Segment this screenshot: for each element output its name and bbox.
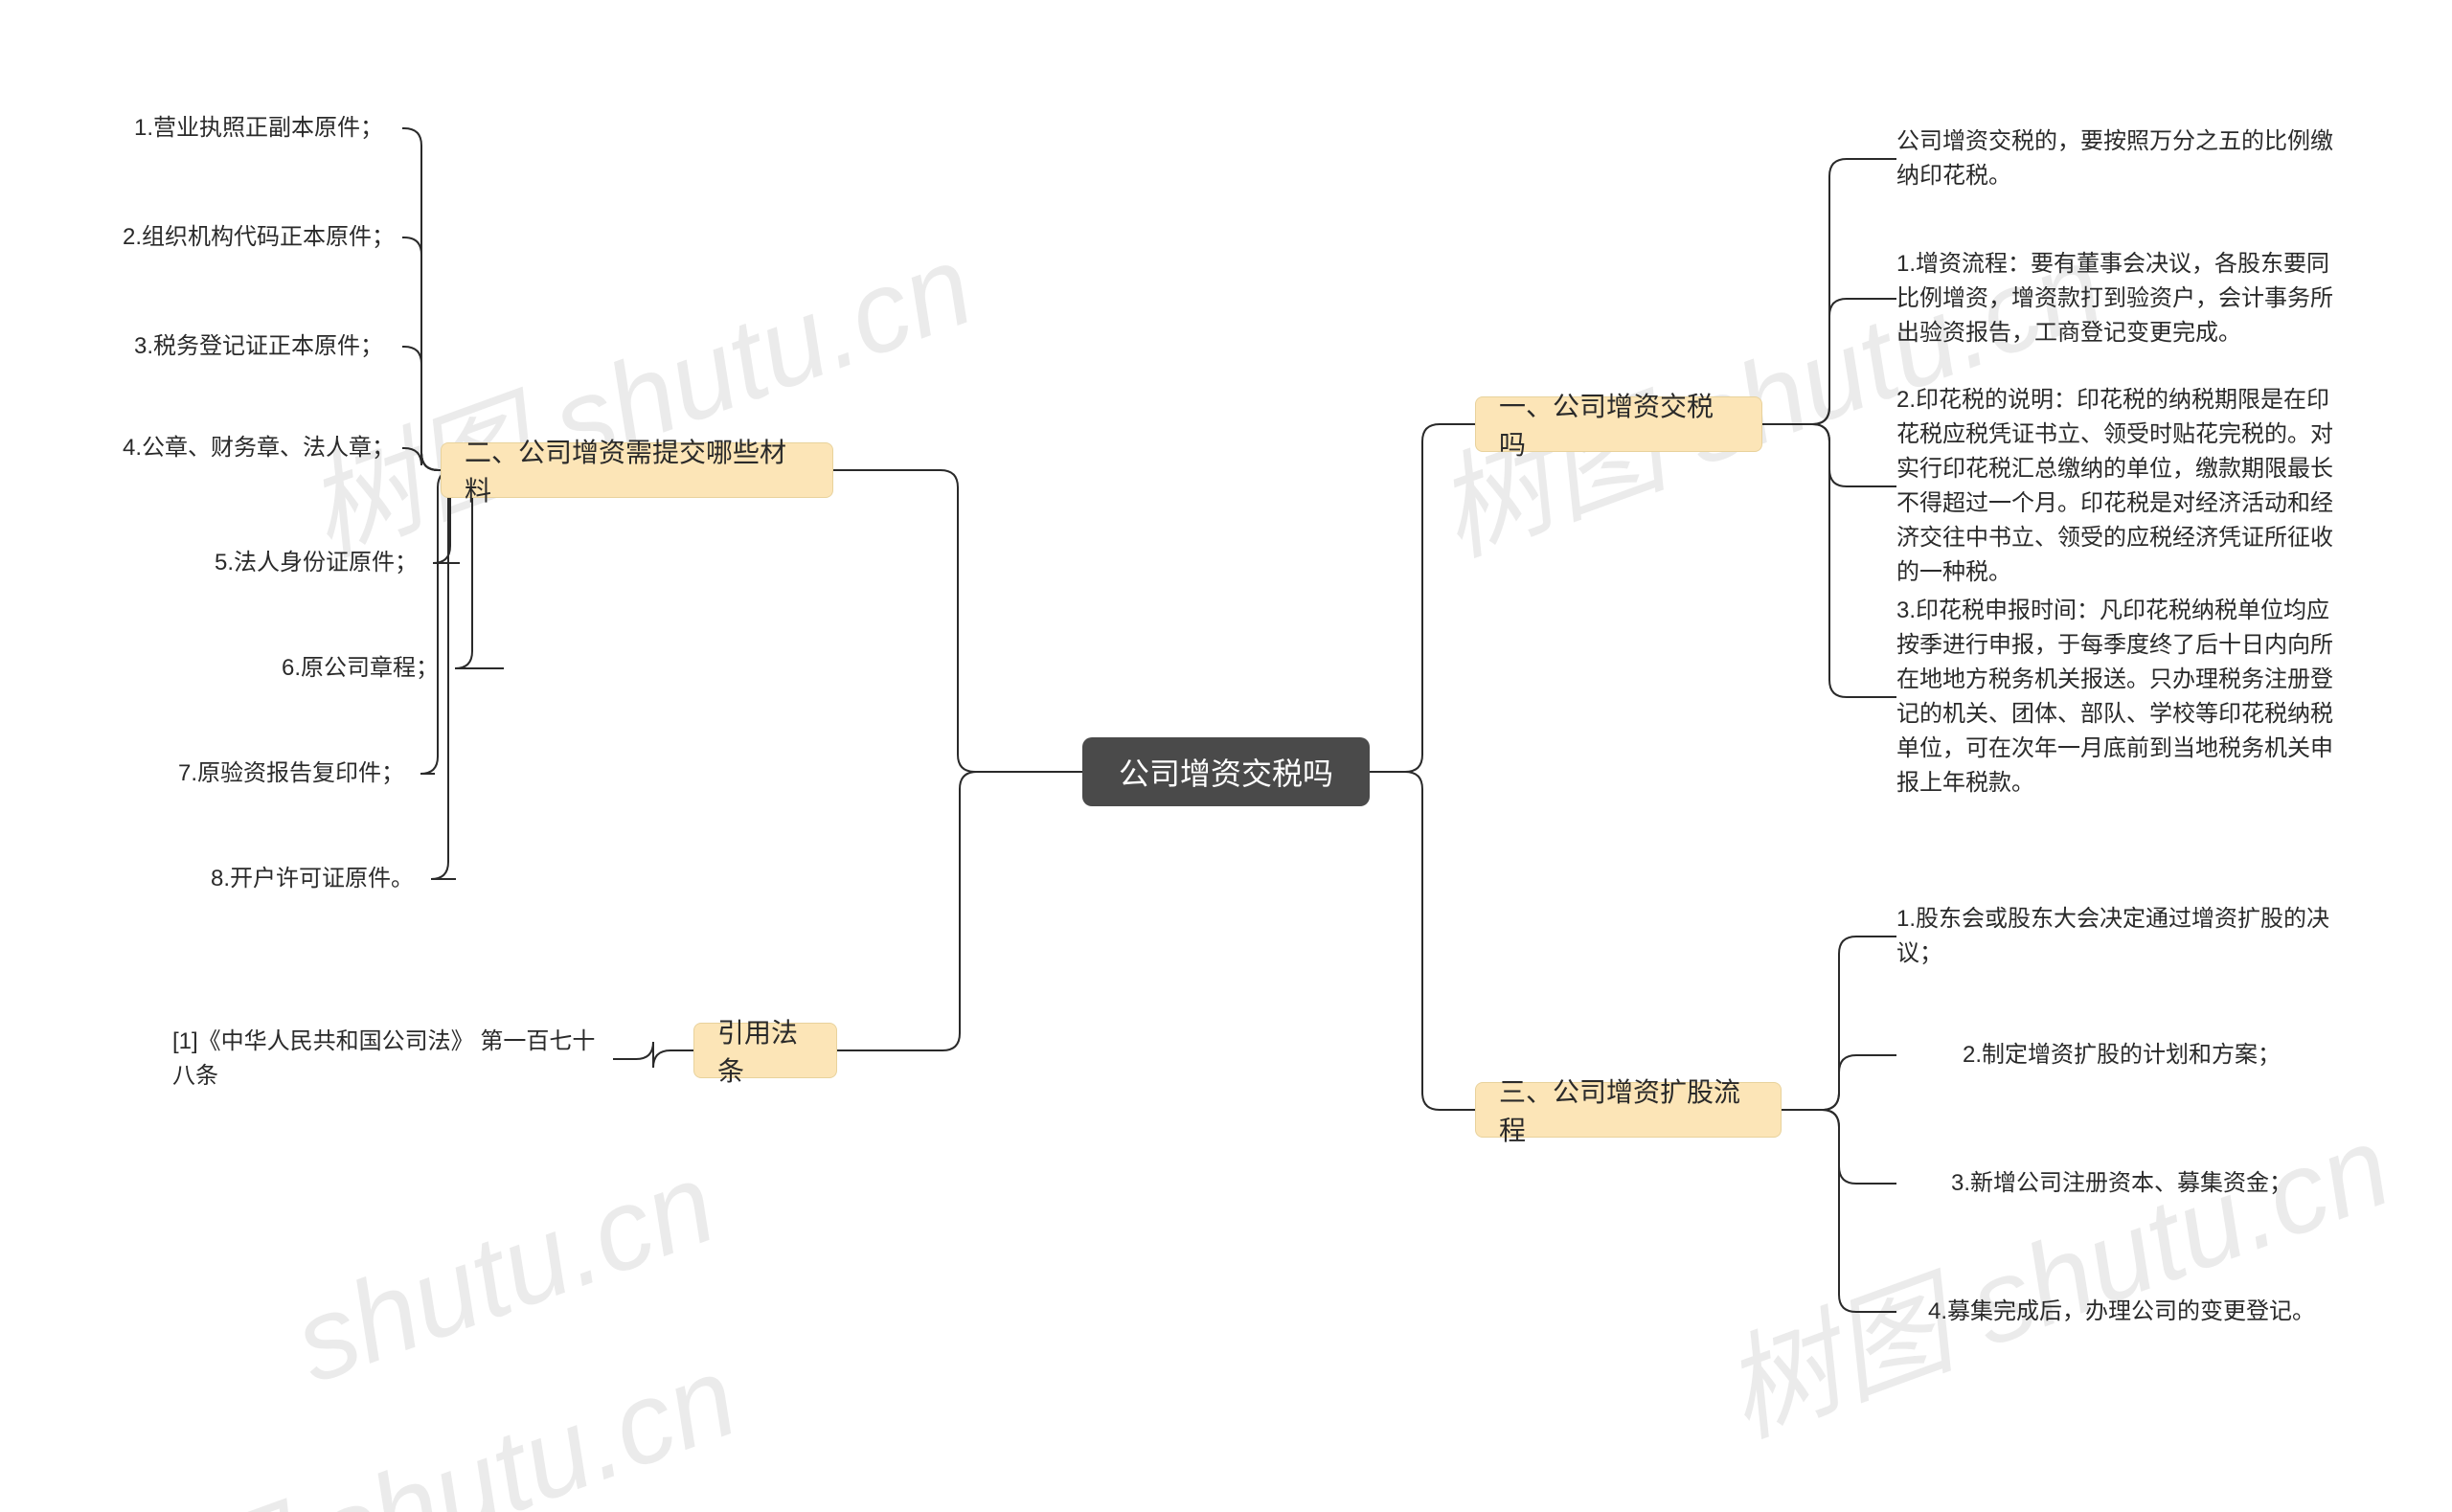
leaf-r2b: 2.制定增资扩股的计划和方案； <box>1896 1038 2347 1072</box>
leaf-r1b: 1.增资流程：要有董事会决议，各股东要同比例增资，增资款打到验资户，会计事务所出… <box>1896 247 2347 350</box>
branch-l1: 二、公司增资需提交哪些材料 <box>441 442 833 498</box>
watermark: 树图 shutu.cn <box>1697 1073 2409 1468</box>
leaf-l1g: 7.原验资报告复印件； <box>148 756 435 791</box>
leaf-l2a: [1]《中华人民共和国公司法》 第一百七十八条 <box>172 1025 613 1094</box>
leaf-r1c: 2.印花税的说明：印花税的纳税期限是在印花税应税凭证书立、领受时贴花完税的。对实… <box>1896 383 2347 590</box>
leaf-l1c: 3.税务登记证正本原件； <box>115 329 402 364</box>
leaf-r2c: 3.新增公司注册资本、募集资金； <box>1896 1166 2347 1201</box>
leaf-l1e: 5.法人身份证原件； <box>172 546 460 580</box>
center-node: 公司增资交税吗 <box>1082 737 1370 806</box>
leaf-r2a: 1.股东会或股东大会决定通过增资扩股的决议； <box>1896 902 2347 971</box>
mindmap-canvas: 树图 shutu.cn 树图 shutu.cn shutu.cn 图 shutu… <box>0 0 2452 1512</box>
leaf-r1d: 3.印花税申报时间：凡印花税纳税单位均应按季进行申报，于每季度终了后十日内向所在… <box>1896 594 2347 801</box>
branch-r2: 三、公司增资扩股流程 <box>1475 1082 1782 1138</box>
leaf-l1h: 8.开户许可证原件。 <box>169 862 456 896</box>
leaf-l1b: 2.组织机构代码正本原件； <box>115 220 402 255</box>
leaf-r1a: 公司增资交税的，要按照万分之五的比例缴纳印花税。 <box>1896 124 2347 193</box>
watermark: 图 shutu.cn <box>152 1303 756 1512</box>
leaf-l1d: 4.公章、财务章、法人章； <box>115 431 402 465</box>
leaf-l1a: 1.营业执照正副本原件； <box>115 111 402 146</box>
leaf-l1f: 6.原公司章程； <box>216 651 504 686</box>
watermark: shutu.cn <box>278 1137 731 1410</box>
branch-r1: 一、公司增资交税吗 <box>1475 396 1762 452</box>
leaf-r2d: 4.募集完成后，办理公司的变更登记。 <box>1896 1295 2347 1329</box>
branch-l2: 引用法条 <box>693 1023 837 1078</box>
